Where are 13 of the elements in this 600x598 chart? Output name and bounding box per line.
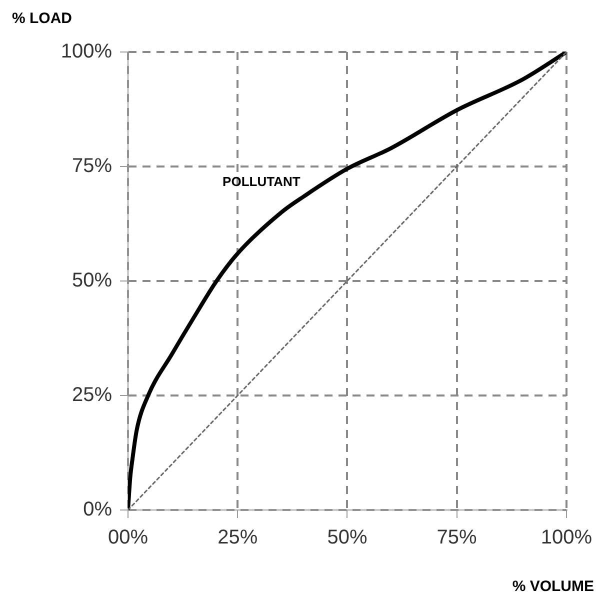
x-tick-label: 25%: [218, 526, 258, 549]
y-tick-label: 75%: [72, 155, 112, 178]
x-tick-label: 00%: [108, 526, 148, 549]
y-tick-label: 25%: [72, 384, 112, 406]
y-tick-label: 100%: [60, 40, 112, 63]
x-tick-label: 100%: [540, 526, 592, 549]
y-tick-label: 50%: [72, 270, 112, 292]
series-label: POLLUTANT: [222, 174, 300, 190]
x-tick-label: 75%: [436, 526, 478, 549]
y-tick-label: 0%: [83, 498, 112, 521]
x-axis-title: % VOLUME: [512, 578, 594, 595]
x-tick-label: 50%: [327, 526, 368, 549]
y-axis-title: % LOAD: [12, 10, 72, 27]
